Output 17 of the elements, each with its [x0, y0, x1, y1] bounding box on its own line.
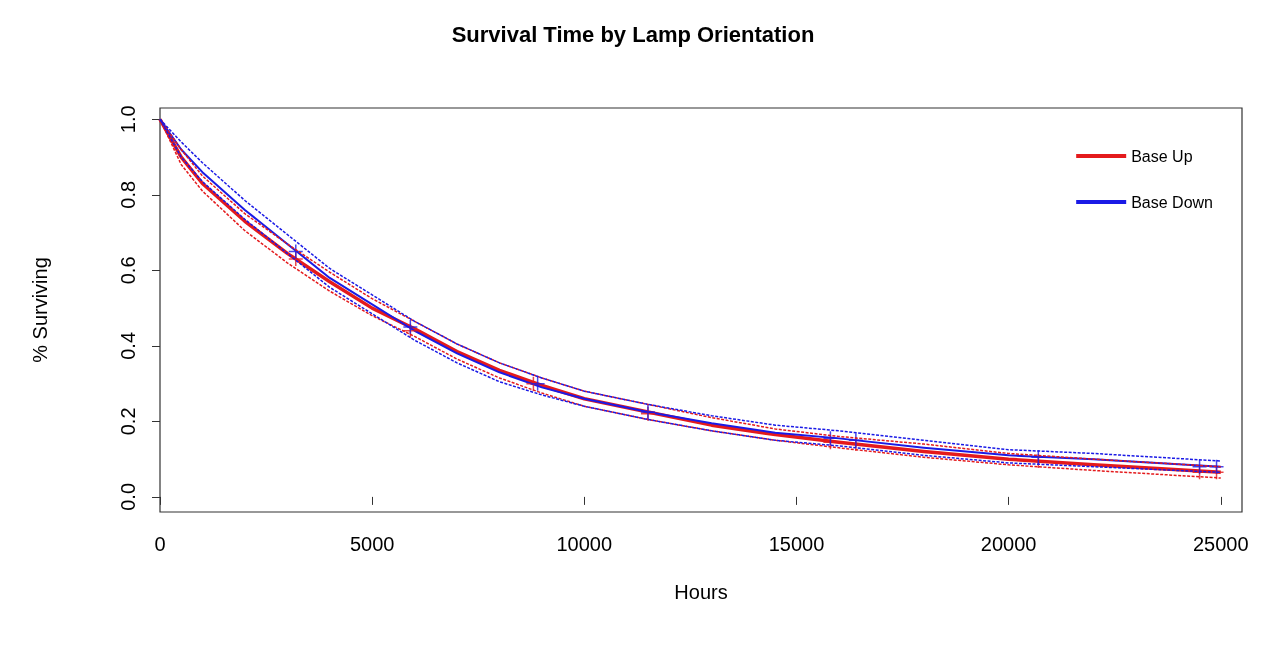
y-tick-label: 0.0	[117, 482, 139, 511]
x-axis-title: Hours	[674, 581, 728, 603]
x-tick-label: 10000	[556, 533, 613, 555]
y-tick-label: 0.2	[117, 407, 139, 436]
x-tick-label: 15000	[768, 533, 825, 555]
x-tick-label: 5000	[349, 533, 395, 555]
y-axis-title: % Surviving	[29, 257, 51, 363]
chart-title: Survival Time by Lamp Orientation	[451, 21, 815, 47]
legend-label: Base Up	[1131, 147, 1193, 165]
y-tick-label: 0.6	[117, 256, 139, 285]
y-tick-label: 0.4	[117, 331, 139, 360]
x-tick-label: 20000	[980, 533, 1037, 555]
x-tick-label: 25000	[1192, 533, 1249, 555]
x-tick-label: 0	[154, 533, 166, 555]
y-tick-label: 1.0	[117, 105, 139, 134]
y-tick-label: 0.8	[117, 180, 139, 209]
legend-label: Base Down	[1131, 193, 1214, 211]
